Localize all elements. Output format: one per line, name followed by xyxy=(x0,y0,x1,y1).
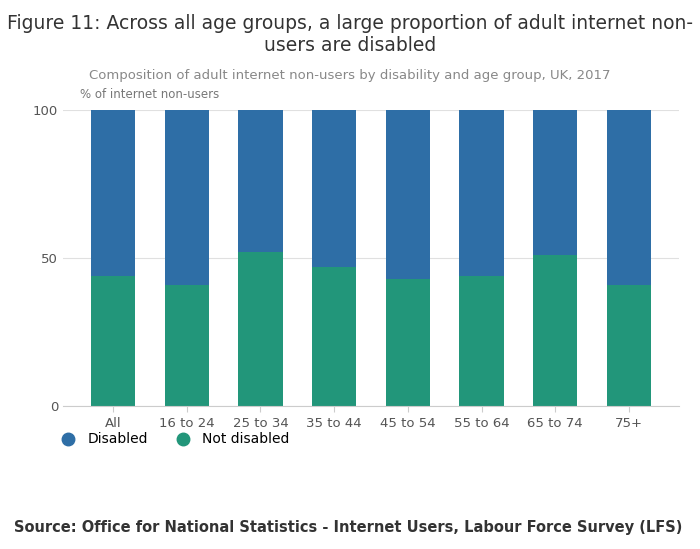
Bar xyxy=(91,110,135,276)
Text: Figure 11: Across all age groups, a large proportion of adult internet non-: Figure 11: Across all age groups, a larg… xyxy=(7,14,693,33)
Bar xyxy=(239,252,283,406)
Bar xyxy=(239,110,283,252)
Bar xyxy=(533,110,577,255)
Bar xyxy=(312,267,356,406)
Bar xyxy=(533,255,577,406)
Bar xyxy=(459,110,503,276)
Text: % of internet non-users: % of internet non-users xyxy=(80,88,219,101)
Bar xyxy=(459,276,503,406)
Bar xyxy=(312,110,356,267)
Bar xyxy=(386,110,430,279)
Bar xyxy=(607,285,651,406)
Text: users are disabled: users are disabled xyxy=(264,36,436,55)
Bar xyxy=(91,276,135,406)
Text: Composition of adult internet non-users by disability and age group, UK, 2017: Composition of adult internet non-users … xyxy=(90,69,610,82)
Bar xyxy=(607,110,651,285)
Bar xyxy=(386,279,430,406)
Bar xyxy=(164,285,209,406)
Text: Source: Office for National Statistics - Internet Users, Labour Force Survey (LF: Source: Office for National Statistics -… xyxy=(14,520,682,535)
Bar xyxy=(164,110,209,285)
Legend: Disabled, Not disabled: Disabled, Not disabled xyxy=(49,427,295,452)
